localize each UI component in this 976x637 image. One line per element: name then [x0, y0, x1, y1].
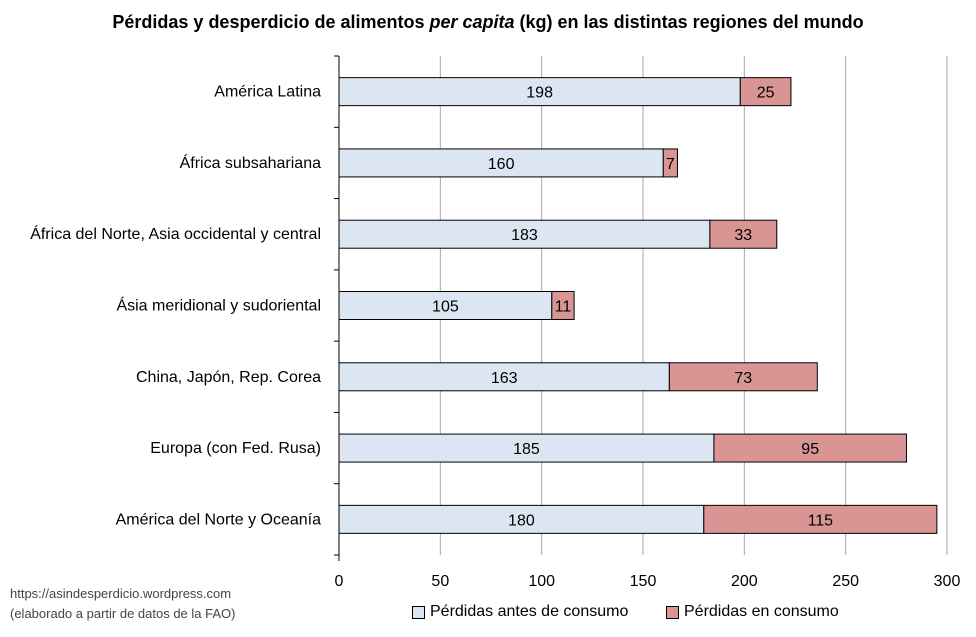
data-label: 160 — [488, 156, 515, 173]
data-label: 33 — [734, 227, 752, 244]
data-label: 180 — [508, 512, 535, 529]
category-label: Ásia meridional y sudoriental — [116, 296, 321, 315]
bar-before-consumption — [338, 148, 664, 178]
category-label: África subsahariana — [180, 153, 322, 172]
data-label: 73 — [734, 370, 752, 387]
legend-swatch-before — [412, 605, 425, 619]
x-tick-label: 200 — [731, 573, 758, 590]
data-label: 11 — [555, 299, 572, 316]
x-tick-label: 100 — [528, 573, 555, 590]
bar-consumption — [709, 219, 778, 249]
data-label: 95 — [801, 441, 819, 458]
x-tick-label: 0 — [335, 573, 344, 590]
x-tick-label: 150 — [630, 573, 657, 590]
source-note: (elaborado a partir de datos de la FAO) — [10, 606, 236, 621]
bar-consumption — [739, 77, 792, 107]
bar-consumption — [551, 291, 575, 320]
bar-before-consumption — [338, 219, 711, 249]
x-tick-label: 250 — [832, 573, 859, 590]
bar-before-consumption — [338, 291, 553, 320]
chart-title-post: (kg) en las distintas regiones del mundo — [514, 12, 864, 32]
x-tick-label: 300 — [934, 573, 961, 590]
category-label: América del Norte y Oceanía — [116, 511, 322, 528]
data-label: 198 — [526, 85, 553, 102]
x-tick-label: 50 — [431, 573, 449, 590]
legend-label-before: Pérdidas antes de consumo — [430, 603, 629, 620]
bar-consumption — [662, 148, 678, 178]
data-label: 163 — [491, 370, 518, 387]
data-label: 105 — [432, 299, 459, 316]
legend-label-consumption: Pérdidas en consumo — [684, 603, 839, 620]
bar-consumption — [703, 504, 938, 534]
bar-before-consumption — [338, 504, 705, 534]
bar-consumption — [668, 362, 818, 392]
data-label: 183 — [511, 227, 538, 244]
legend: Pérdidas antes de consumo Pérdidas en co… — [0, 603, 976, 625]
bar-before-consumption — [338, 362, 670, 392]
legend-item-before: Pérdidas antes de consumo — [412, 603, 628, 621]
chart-title-pre: Pérdidas y desperdicio de alimentos — [112, 12, 430, 32]
source-url: https://asindesperdicio.wordpress.com — [10, 586, 232, 601]
category-label: China, Japón, Rep. Corea — [136, 369, 321, 386]
data-label: 115 — [808, 512, 834, 529]
data-label: 185 — [513, 441, 540, 458]
data-label: 7 — [666, 156, 675, 173]
legend-swatch-consumption — [666, 605, 679, 619]
bar-consumption — [713, 433, 907, 463]
category-label: África del Norte, Asia occidental y cent… — [30, 224, 321, 243]
chart-title-italic: per capita — [429, 12, 515, 32]
legend-item-consumption: Pérdidas en consumo — [666, 603, 839, 621]
category-label: América Latina — [214, 84, 321, 101]
category-label: Europa (con Fed. Rusa) — [150, 440, 321, 457]
data-label: 25 — [757, 85, 775, 102]
bar-before-consumption — [338, 433, 715, 463]
chart-title: Pérdidas y desperdicio de alimentos per … — [0, 12, 976, 33]
